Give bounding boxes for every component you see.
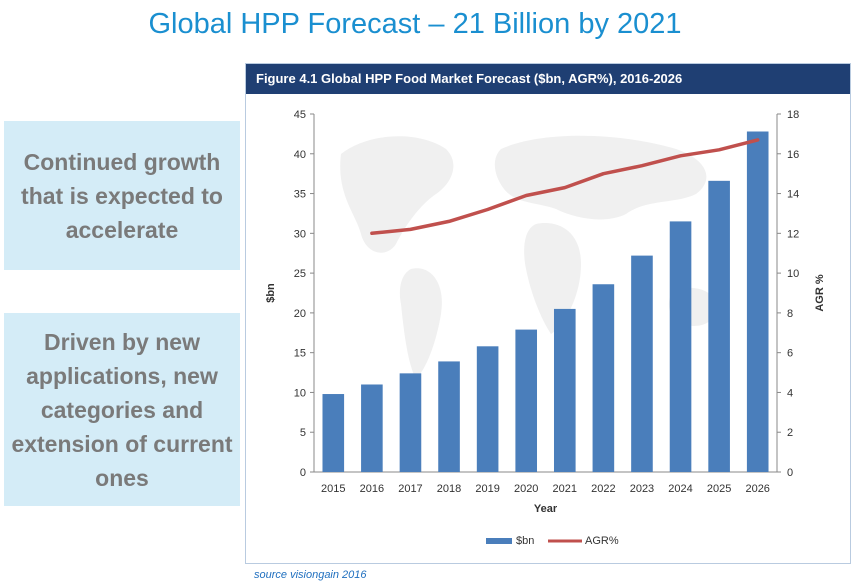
y2-axis-title: AGR % (814, 274, 826, 312)
bar (361, 384, 383, 472)
callout-growth-text: Continued growth that is expected to acc… (21, 148, 223, 243)
y-tick-label: 45 (294, 109, 306, 121)
bar (746, 131, 769, 472)
legend-line-label: AGR% (585, 535, 619, 547)
y2-tick-label: 6 (787, 348, 793, 360)
callout-growth: Continued growth that is expected to acc… (4, 121, 240, 270)
x-tick-label: 2015 (321, 483, 345, 495)
callout-drivers: Driven by new applications, new categori… (4, 313, 240, 506)
bar (553, 308, 576, 472)
y-tick-label: 40 (294, 149, 306, 161)
bar (476, 346, 499, 472)
slide-title: Global HPP Forecast – 21 Billion by 2021 (148, 8, 682, 40)
source-note: source visiongain 2016 (254, 569, 367, 581)
bar (322, 394, 345, 472)
x-tick-label: 2025 (707, 483, 731, 495)
legend-bar-label: $bn (516, 535, 534, 547)
agr-line (370, 138, 760, 236)
x-tick-label: 2016 (360, 483, 384, 495)
x-tick-label: 2022 (591, 483, 615, 495)
bar (515, 329, 538, 472)
y-tick-label: 10 (294, 387, 306, 399)
x-tick-label: 2019 (475, 483, 499, 495)
y2-tick-label: 4 (787, 387, 793, 399)
x-tick-label: 2023 (630, 483, 654, 495)
bar (399, 373, 422, 472)
x-tick-label: 2017 (398, 483, 422, 495)
x-tick-label: 2018 (437, 483, 461, 495)
y2-tick-label: 16 (787, 149, 799, 161)
y-tick-label: 5 (300, 427, 306, 439)
bar (669, 221, 692, 472)
bar (438, 361, 460, 472)
legend-bar-swatch (486, 538, 512, 544)
x-tick-label: 2020 (514, 483, 538, 495)
world-map-watermark (340, 135, 717, 379)
y-tick-label: 15 (294, 348, 306, 360)
bar (592, 284, 615, 472)
figure-header: Figure 4.1 Global HPP Food Market Foreca… (246, 64, 850, 94)
x-tick-label: 2021 (553, 483, 577, 495)
y-axis-title: $bn (265, 283, 277, 303)
x-axis-title: Year (534, 503, 558, 515)
bar (708, 180, 730, 472)
y-tick-label: 25 (294, 268, 306, 280)
y-tick-label: 20 (294, 308, 306, 320)
y-tick-label: 30 (294, 228, 306, 240)
bar (631, 255, 653, 472)
y2-tick-label: 2 (787, 427, 793, 439)
callout-drivers-text: Driven by new applications, new categori… (11, 328, 233, 491)
y2-tick-label: 14 (787, 189, 799, 201)
figure-panel: Figure 4.1 Global HPP Food Market Foreca… (245, 63, 851, 564)
x-tick-label: 2026 (745, 483, 769, 495)
y-tick-label: 35 (294, 189, 306, 201)
y2-tick-label: 10 (787, 268, 799, 280)
y2-tick-label: 12 (787, 228, 799, 240)
x-tick-label: 2024 (668, 483, 692, 495)
y-tick-label: 0 (300, 467, 306, 479)
y2-tick-label: 18 (787, 109, 799, 121)
y2-tick-label: 8 (787, 308, 793, 320)
y2-tick-label: 0 (787, 467, 793, 479)
